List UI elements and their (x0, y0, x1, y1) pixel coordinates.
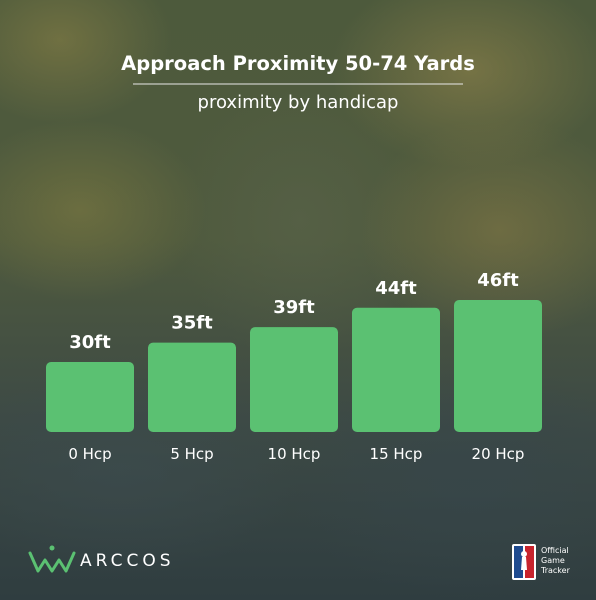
chart-title: Approach Proximity 50-74 Yards (121, 52, 475, 75)
bar-1 (148, 342, 236, 432)
bar-value-label-4: 46ft (477, 270, 519, 291)
pga-tour-badge: Official Game Tracker (512, 544, 571, 580)
bar-0 (46, 362, 134, 432)
pga-tour-logo-icon (512, 544, 536, 580)
bars-group: 30ft 0 Hcp 35ft 5 Hcp 39ft 10 Hcp 44ft 15 Hcp 46… (46, 270, 542, 463)
tracker-line-2: Game (541, 556, 565, 565)
chart-subtitle: proximity by handicap (198, 92, 399, 113)
bar-4 (454, 300, 542, 432)
bar-value-label-3: 44ft (375, 278, 417, 299)
bar-value-label-0: 30ft (69, 332, 111, 353)
category-label-2: 10 Hcp (268, 445, 321, 463)
bar-3 (352, 307, 440, 432)
arccos-crown-icon (28, 545, 76, 573)
arccos-logo: ARCCOS (28, 545, 175, 573)
bar-value-label-2: 39ft (273, 297, 315, 318)
tracker-line-1: Official (541, 546, 569, 555)
tracker-line-3: Tracker (540, 566, 571, 575)
category-label-3: 15 Hcp (370, 445, 423, 463)
category-label-1: 5 Hcp (170, 445, 213, 463)
bar-value-label-1: 35ft (171, 313, 213, 334)
bar-2 (250, 327, 338, 432)
arccos-logo-text: ARCCOS (80, 551, 175, 571)
category-label-4: 20 Hcp (472, 445, 525, 463)
category-label-0: 0 Hcp (68, 445, 111, 463)
